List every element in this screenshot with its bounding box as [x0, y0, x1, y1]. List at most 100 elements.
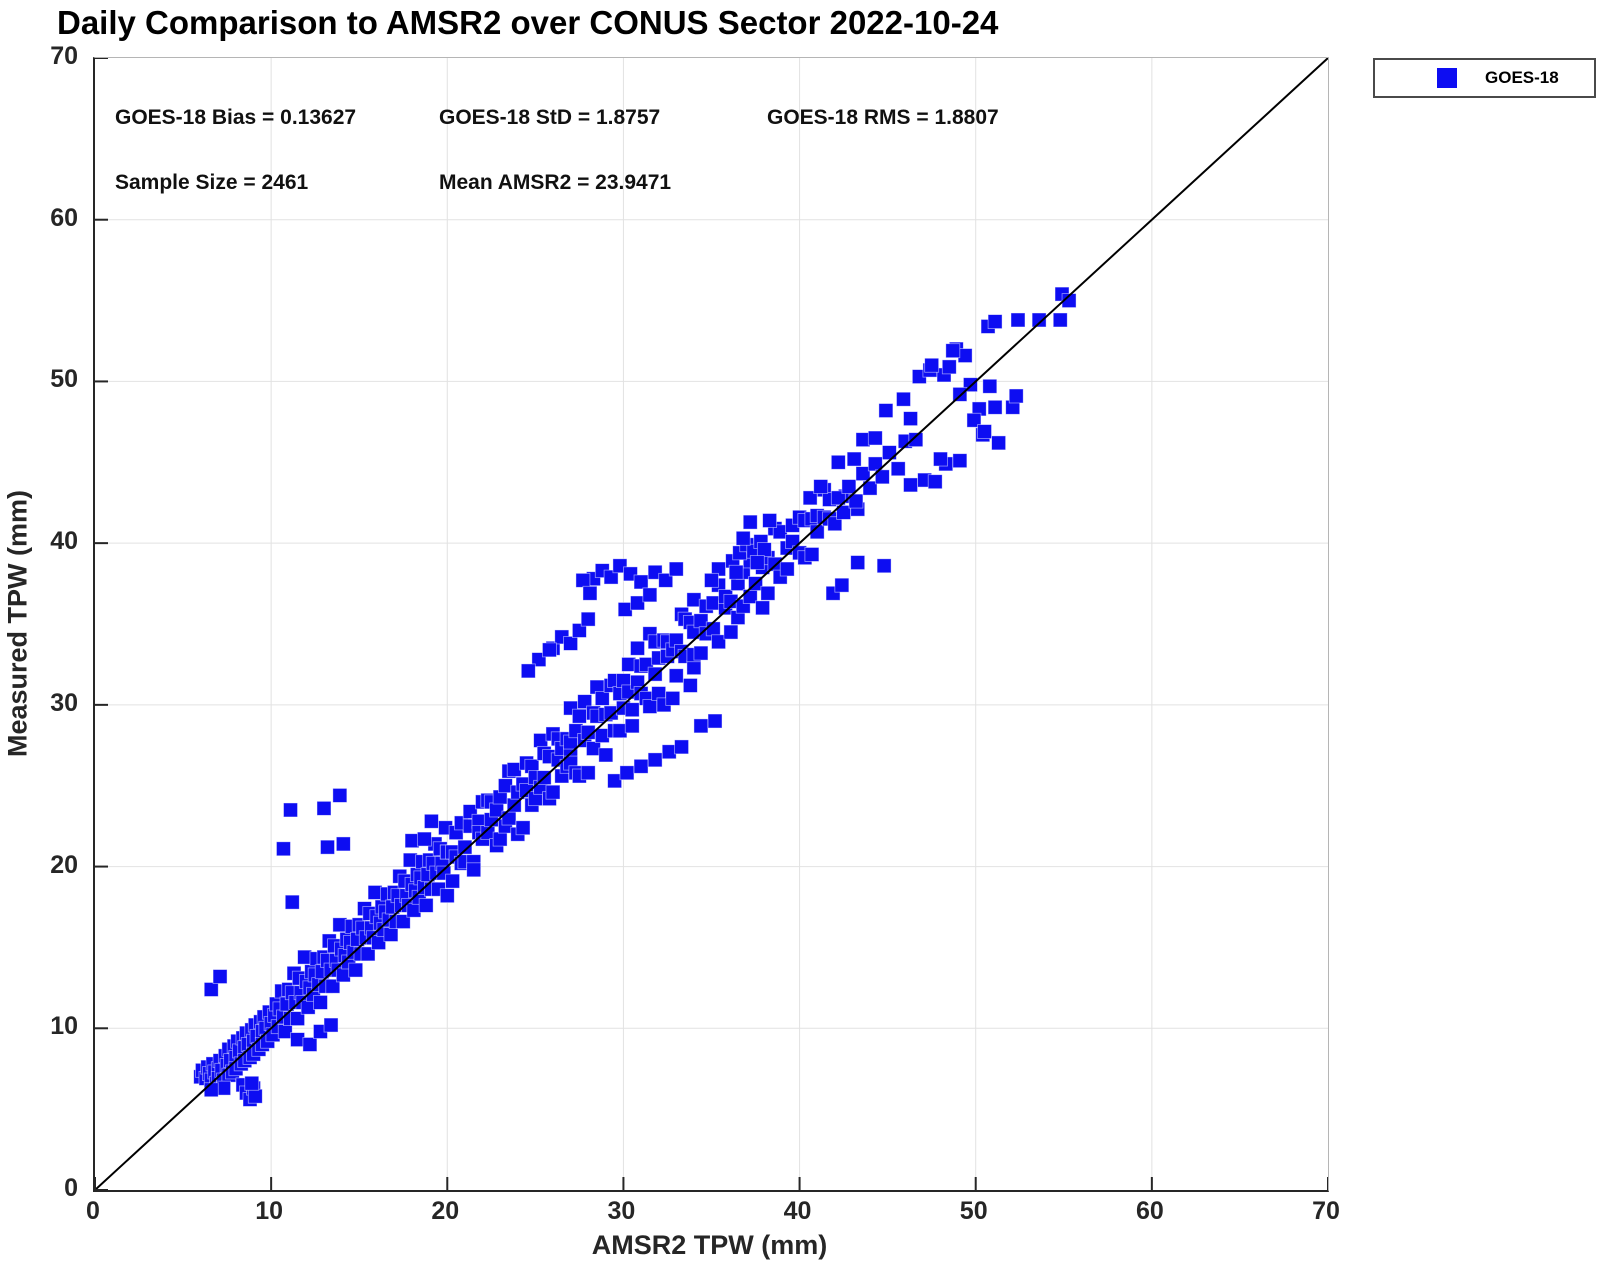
scatter-point: [612, 723, 628, 739]
scatter-point: [855, 466, 871, 482]
scatter-point: [711, 634, 726, 650]
scatter-point: [987, 314, 1003, 329]
scatter-point: [686, 660, 702, 676]
scatter-point: [383, 927, 399, 942]
stat-std: GOES-18 StD = 1.8757: [439, 106, 661, 129]
scatter-point: [841, 479, 857, 494]
scatter-point: [580, 765, 596, 781]
scatter-point: [874, 469, 890, 485]
scatter-point: [705, 595, 721, 611]
scatter-point: [323, 1017, 339, 1033]
scatter-point: [813, 479, 829, 494]
scatter-point: [1031, 312, 1047, 328]
legend-box: GOES-18: [1373, 58, 1596, 98]
scatter-point: [924, 357, 940, 373]
y-tick-label: 70: [50, 42, 78, 70]
scatter-point: [661, 744, 677, 760]
x-tick-label: 10: [255, 1197, 284, 1225]
scatter-plot-canvas: [95, 58, 1328, 1190]
y-tick-label: 60: [50, 203, 78, 232]
scatter-point: [952, 453, 968, 469]
scatter-point: [492, 831, 508, 847]
stat-bias: GOES-18 Bias = 0.13627: [115, 106, 357, 129]
scatter-point: [642, 587, 658, 603]
y-tick-label: 0: [64, 1174, 78, 1202]
scatter-point: [723, 624, 739, 640]
scatter-point: [848, 493, 864, 509]
scatter-point: [284, 894, 300, 910]
scatter-point: [896, 391, 911, 407]
scatter-point: [316, 800, 332, 816]
scatter-point: [957, 348, 973, 363]
scatter-point: [903, 477, 918, 493]
scatter-point: [586, 741, 601, 756]
y-tick-label: 50: [50, 365, 78, 394]
scatter-point: [277, 1024, 293, 1039]
scatter-point: [991, 435, 1007, 451]
scatter-point: [846, 451, 862, 467]
scatter-point: [624, 718, 640, 734]
scatter-point: [630, 640, 645, 656]
scatter-point: [332, 917, 348, 933]
scatter-point: [966, 412, 982, 428]
scatter-point: [876, 558, 892, 574]
scatter-point: [941, 359, 957, 375]
scatter-point: [804, 547, 820, 562]
scatter-point: [668, 561, 684, 577]
scatter-point: [693, 718, 709, 734]
scatter-point: [658, 572, 674, 588]
scatter-point: [571, 708, 587, 724]
scatter-point: [598, 747, 614, 763]
scatter-point: [577, 694, 593, 710]
scatter-point: [506, 762, 522, 777]
scatter-point: [633, 758, 649, 774]
legend-series-label: GOES-18: [1485, 68, 1559, 87]
scatter-point: [203, 1082, 219, 1098]
plot-area: GOES-18 Bias = 0.13627 GOES-18 StD = 1.8…: [93, 57, 1329, 1192]
scatter-point: [665, 690, 681, 706]
scatter-point: [862, 480, 878, 496]
scatter-point: [1010, 312, 1026, 328]
scatter-point: [418, 897, 434, 913]
scatter-point: [582, 585, 598, 601]
scatter-point: [987, 399, 1003, 415]
scatter-point: [619, 765, 635, 781]
scatter-point: [348, 962, 364, 978]
scatter-point: [705, 621, 721, 637]
scatter-point: [830, 454, 846, 470]
scatter-point: [247, 1088, 263, 1104]
legend-marker-swatch: [1437, 68, 1457, 88]
scatter-point: [335, 967, 351, 983]
scatter-point: [360, 946, 376, 962]
scatter-point: [325, 978, 341, 994]
y-tick-label: 30: [50, 688, 78, 717]
scatter-point: [735, 530, 751, 546]
scatter-point: [756, 542, 772, 558]
scatter-point: [834, 577, 850, 593]
x-tick-label: 50: [959, 1197, 988, 1225]
scatter-point: [830, 490, 846, 506]
scatter-point: [621, 657, 637, 672]
scatter-point: [424, 813, 439, 829]
scatter-point: [760, 585, 776, 601]
scatter-point: [890, 461, 906, 477]
scatter-point: [630, 595, 645, 611]
scatter-point: [927, 474, 943, 490]
scatter-point: [533, 733, 549, 748]
scatter-point: [332, 788, 348, 803]
y-tick-label: 40: [50, 527, 78, 556]
scatter-point: [977, 424, 992, 439]
chart-title: Daily Comparison to AMSR2 over CONUS Sec…: [57, 4, 999, 41]
scatter-point: [575, 572, 591, 588]
scatter-point: [439, 888, 455, 904]
scatter-point: [607, 773, 623, 789]
scatter-point: [367, 885, 383, 900]
scatter-point: [933, 451, 948, 467]
scatter-point: [290, 1011, 305, 1026]
y-axis-label: Measured TPW (mm): [2, 489, 33, 758]
scatter-point: [216, 1080, 231, 1096]
scatter-point: [563, 636, 578, 651]
scatter-point: [515, 820, 531, 836]
scatter-point: [571, 623, 587, 638]
